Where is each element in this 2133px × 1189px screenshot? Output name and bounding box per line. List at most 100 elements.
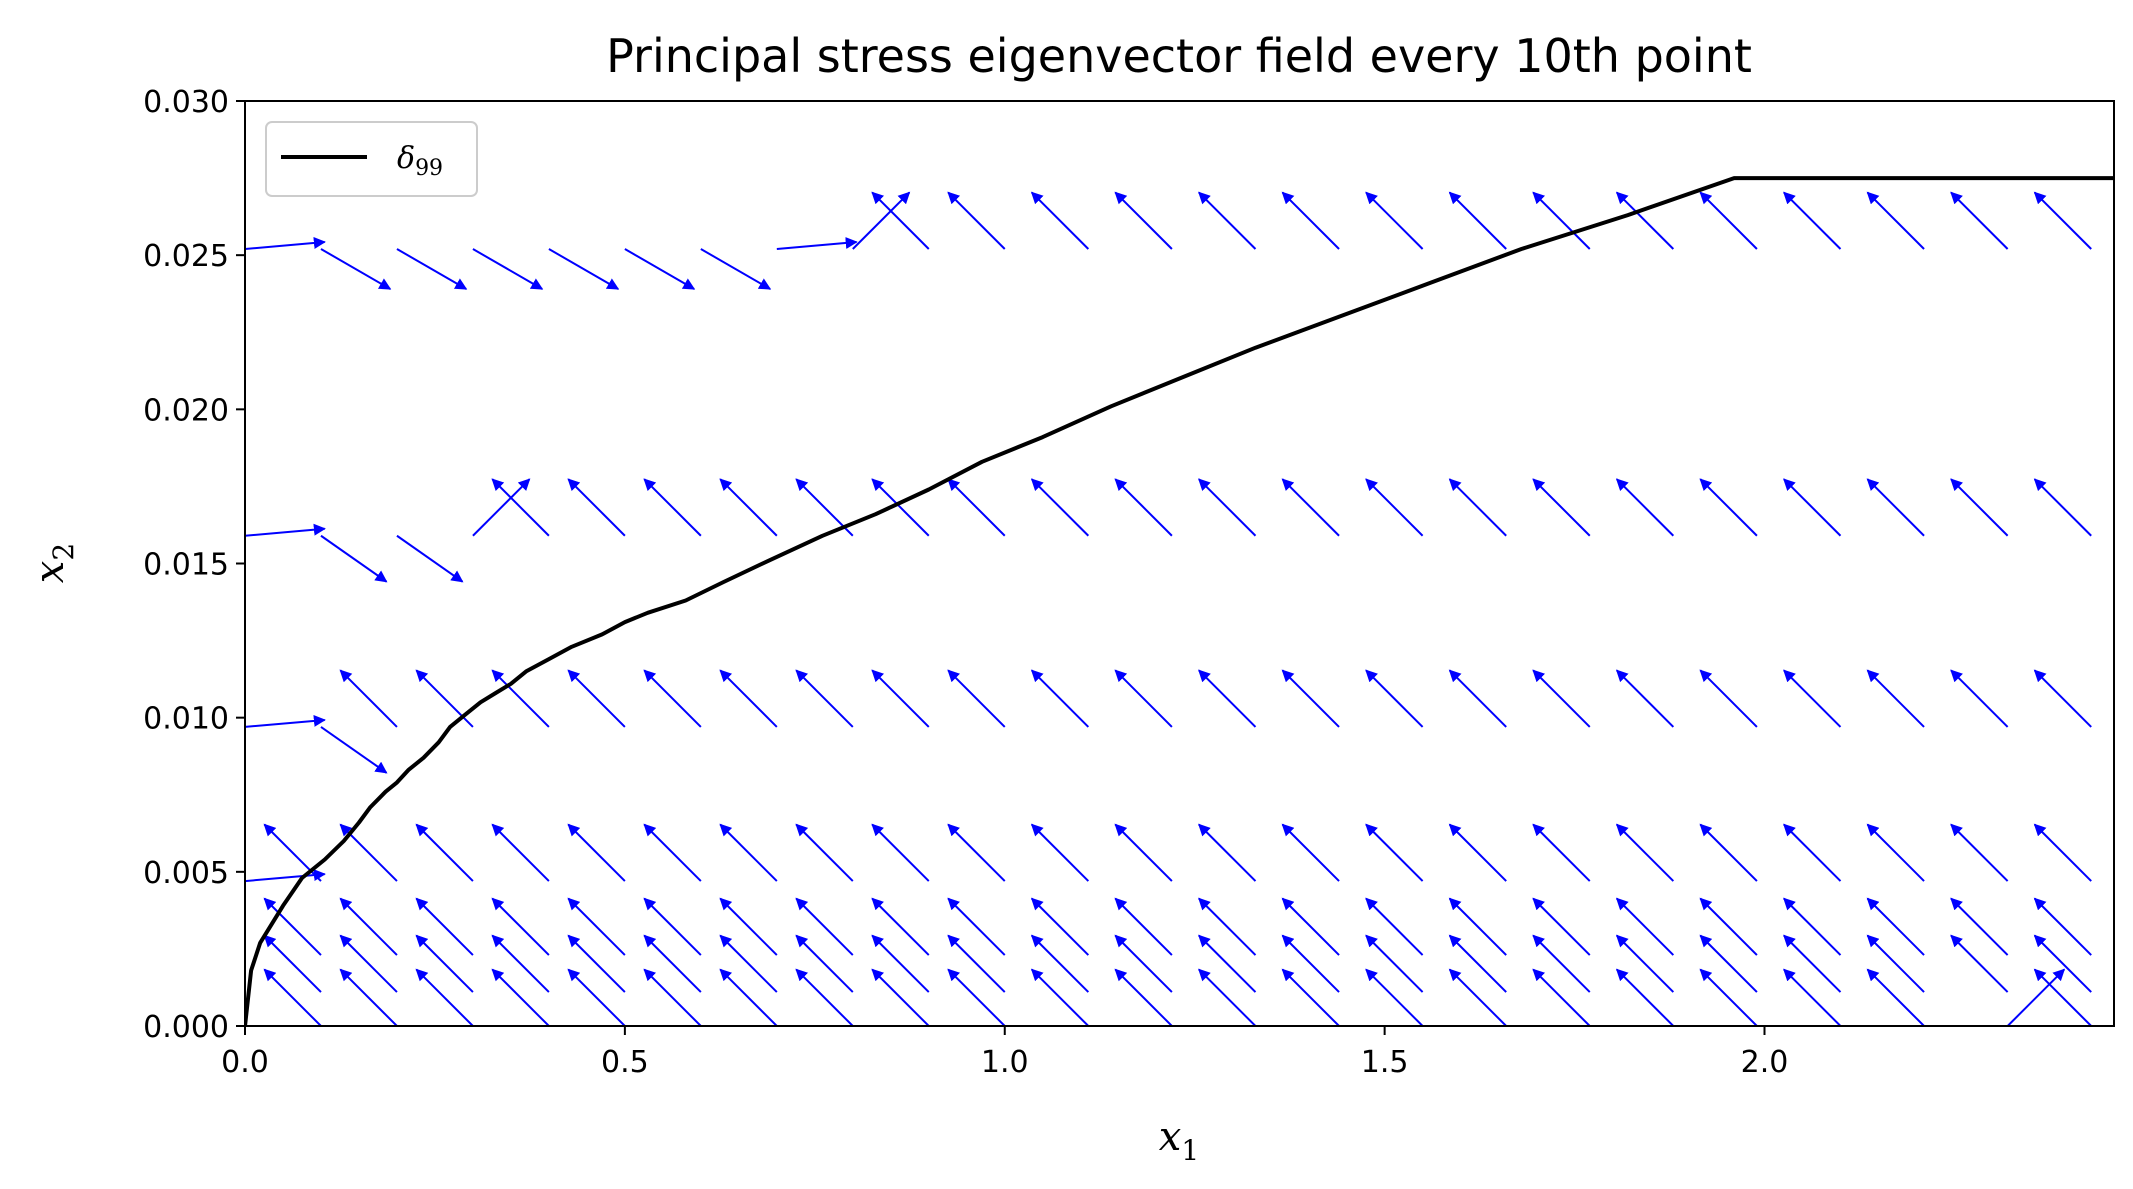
quiver-arrow [643,478,702,537]
quiver-arrow [1783,897,1842,956]
quiver-arrow [1532,897,1591,956]
quiver-arrow [320,534,388,583]
quiver-arrow [1114,897,1173,956]
quiver-arrow [339,669,398,728]
quiver-arrow [1198,897,1257,956]
quiver-arrow [396,534,464,583]
quiver-arrow [1532,934,1591,993]
quiver-arrow [1198,968,1257,1026]
quiver-arrow [1866,934,1925,993]
quiver-arrow [795,669,854,728]
quiver-arrow [2033,968,2092,1026]
quiver-arrow [567,478,626,537]
quiver-arrow [947,478,1006,537]
quiver-arrow [245,869,326,883]
quiver-arrow [567,934,626,993]
quiver-arrow [1950,478,2009,537]
quiver-arrow [719,934,778,993]
quiver-arrow [1448,669,1507,728]
quiver-arrow [643,823,702,882]
quiver-arrow [1448,934,1507,993]
quiver-arrow [2006,968,2066,1026]
y-tick-label: 0.020 [143,393,229,428]
quiver-arrow [263,823,322,882]
quiver-arrow [719,669,778,728]
quiver-arrow [947,669,1006,728]
quiver-arrow [1281,191,1340,250]
quiver-arrow [245,523,326,537]
quiver-arrow [339,934,398,993]
quiver-arrow [1365,478,1424,537]
quiver-arrow [1365,968,1424,1026]
quiver-arrow [1615,823,1675,882]
quiver-arrow [1699,934,1758,993]
quiver-arrows [245,191,2092,1026]
quiver-arrow [1030,669,1090,728]
quiver-arrow [1699,897,1758,956]
quiver-arrow [795,934,854,993]
x-tick-label: 1.0 [981,1045,1029,1080]
quiver-arrow [567,669,626,728]
quiver-arrow [1030,897,1090,956]
quiver-arrow [719,897,778,956]
quiver-arrow [245,953,246,956]
quiver-arrow [1448,968,1507,1026]
y-axis-label: x2 [27,543,80,583]
quiver-arrow [719,968,778,1026]
quiver-arrow [339,897,398,956]
quiver-arrow [1365,934,1424,993]
quiver-arrow [1866,823,1925,882]
quiver-arrow [1950,669,2009,728]
y-tick-label: 0.025 [143,239,229,274]
quiver-arrow [1114,478,1173,537]
y-tick-label: 0.005 [143,856,229,891]
legend-label-delta99: δ99 [397,141,443,181]
quiver-arrow [472,248,544,290]
quiver-arrow [719,478,778,537]
quiver-arrow [1281,934,1340,993]
quiver-arrow [1615,934,1675,993]
quiver-arrow [1365,191,1424,250]
quiver-arrow [1030,968,1090,1026]
quiver-arrow [2033,823,2092,882]
quiver-arrow [1783,191,1842,250]
quiver-arrow [263,934,322,993]
quiver-arrow [1281,669,1340,728]
y-tick-label: 0.010 [143,702,229,737]
quiver-arrow [795,823,854,882]
quiver-arrow [1950,823,2009,882]
quiver-arrow [263,897,322,956]
quiver-arrow [1532,968,1591,1026]
x-tick-label: 1.5 [1361,1045,1409,1080]
quiver-arrow [643,934,702,993]
quiver-arrow [1950,191,2009,250]
quiver-arrow [2033,897,2092,956]
quiver-arrow [1699,478,1758,537]
quiver-arrow [643,968,702,1026]
y-tick-label: 0.015 [143,548,229,583]
x-tick-label: 0.0 [221,1045,269,1080]
quiver-arrow [1615,669,1675,728]
quiver-arrow [871,897,930,956]
quiver-arrow [1030,478,1090,537]
quiver-arrow [415,968,474,1026]
quiver-arrow [795,968,854,1026]
quiver-arrow [2033,191,2092,250]
quiver-arrow [491,897,550,956]
quiver-arrow [871,478,930,537]
quiver-arrow [415,823,474,882]
x-tick-label: 0.5 [601,1045,649,1080]
quiver-arrow [947,968,1006,1026]
quiver-arrow [1532,478,1591,537]
quiver-arrow [1699,823,1758,882]
quiver-arrow [1114,191,1173,250]
delta99-layer [245,176,2114,1026]
delta99-line [245,176,2114,1026]
quiver-arrow [548,248,620,290]
quiver-arrow [1198,191,1257,250]
y-tick-label: 0.030 [143,85,229,120]
quiver-arrow [1114,934,1173,993]
quiver-arrow [1699,968,1758,1026]
quiver-arrow [947,934,1006,993]
